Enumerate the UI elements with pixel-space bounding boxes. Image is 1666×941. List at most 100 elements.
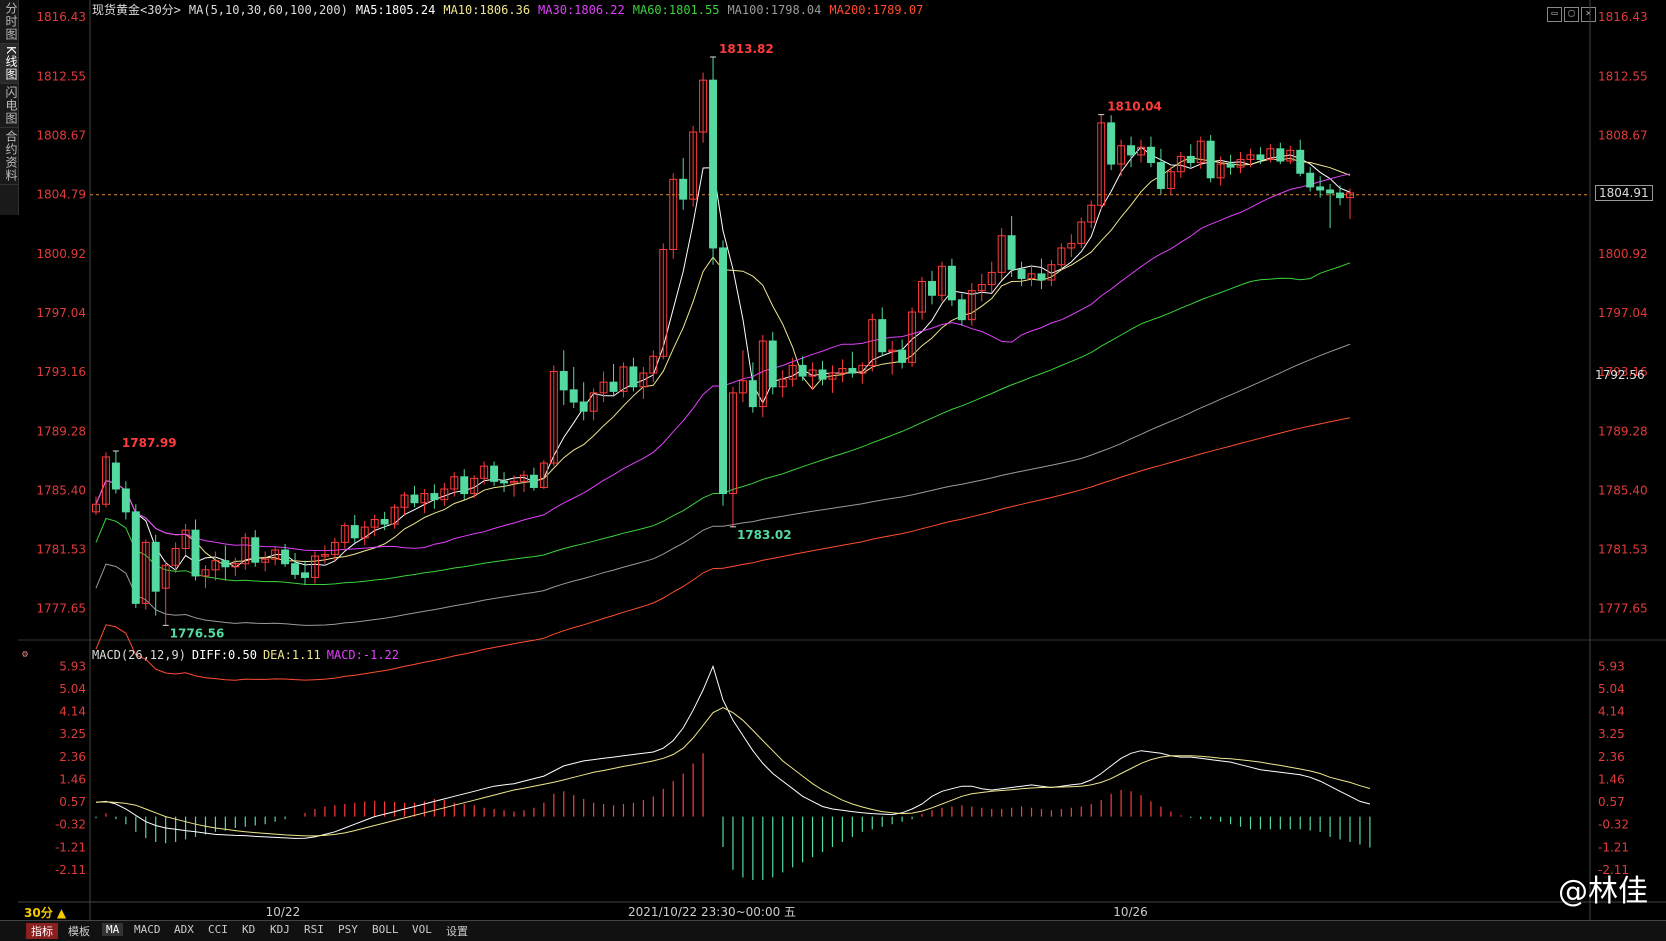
window-controls: ▭ ▢ ✕ xyxy=(1545,1,1596,22)
candle-up xyxy=(1097,122,1106,206)
tab-kd[interactable]: KD xyxy=(242,923,256,936)
candle-down xyxy=(1107,122,1116,165)
price-axis-right-label: 1800.92 xyxy=(1598,247,1648,261)
candle-up xyxy=(728,392,737,495)
tab-contract-info[interactable]: 合约资料 xyxy=(0,128,18,185)
candle-up xyxy=(1216,163,1225,179)
side-tab-bar: 分时图 K线图 闪电图 合约资料 xyxy=(0,0,19,215)
macd-axis-left-label: 5.93 xyxy=(59,659,86,673)
ma100-value: MA100:1798.04 xyxy=(727,3,822,17)
candle-down xyxy=(281,549,290,565)
candle-down xyxy=(848,367,857,374)
period-selector[interactable]: 30分 ▲ xyxy=(24,906,67,920)
candle-down xyxy=(350,525,359,539)
candle-down xyxy=(1306,172,1315,188)
tab-kline[interactable]: K线图 xyxy=(0,44,18,84)
candle-up xyxy=(1346,192,1354,199)
candle-up xyxy=(967,290,976,321)
tab-vol[interactable]: VOL xyxy=(412,923,432,936)
candle-up xyxy=(201,569,210,577)
kline-chart[interactable]: 1787.99 1776.56 1813.82 1783.02 1810.04 1816… xyxy=(0,0,1666,920)
cursor-price-label: 1792.56 xyxy=(1595,368,1645,382)
restore-icon[interactable]: ▢ xyxy=(1564,7,1579,22)
candle-up xyxy=(888,349,897,353)
annotation-high-2: 1813.82 xyxy=(719,42,774,56)
candle-up xyxy=(310,555,319,578)
candle-down xyxy=(1186,155,1195,164)
tab-tick[interactable]: 闪电图 xyxy=(0,84,18,128)
candle-up xyxy=(420,493,429,504)
ma5-value: MA5:1805.24 xyxy=(355,3,436,17)
candle-down xyxy=(1226,163,1235,168)
candle-up xyxy=(987,271,996,286)
candle-up xyxy=(141,541,150,604)
price-axis-left-label: 1777.65 xyxy=(36,602,86,616)
candle-up xyxy=(400,494,409,508)
candle-down xyxy=(1037,273,1046,281)
tab-template[interactable]: 模板 xyxy=(68,925,90,938)
candle-up xyxy=(649,355,658,374)
candle-up xyxy=(918,281,927,313)
macd-axis-right-label: -2.11 xyxy=(1598,863,1629,877)
x-axis-cursor-time: 2021/10/22 23:30~00:00 五 xyxy=(628,905,796,919)
candle-up xyxy=(738,380,747,394)
minimize-icon[interactable]: ▭ xyxy=(1547,7,1562,22)
macd-axis-left-label: 3.25 xyxy=(59,727,86,741)
candle-down xyxy=(947,265,956,301)
candle-up xyxy=(808,369,817,377)
macd-params[interactable]: MACD(26,12,9) xyxy=(92,648,186,662)
macd-axis-left-label: 0.57 xyxy=(59,795,86,809)
price-axis-left-label: 1812.55 xyxy=(36,69,86,83)
candle-up xyxy=(241,537,250,565)
tab-ma[interactable]: MA xyxy=(102,923,124,936)
candle-up xyxy=(440,488,449,501)
candle-down xyxy=(430,493,439,501)
macd-axis-left-label: 2.36 xyxy=(59,750,86,764)
candle-down xyxy=(111,462,120,490)
macd-axis-right-label: 2.36 xyxy=(1598,750,1625,764)
candle-down xyxy=(410,494,419,504)
candle-up xyxy=(171,547,180,566)
instrument-title: 现货黄金<30分> xyxy=(92,3,181,17)
candle-up xyxy=(1047,264,1056,281)
candle-down xyxy=(1146,146,1155,164)
candle-down xyxy=(460,476,469,495)
candle-up xyxy=(908,311,917,363)
dea-line xyxy=(95,707,1371,837)
candle-up xyxy=(659,248,668,357)
tab-indicator[interactable]: 指标 xyxy=(26,923,58,939)
tab-macd[interactable]: MACD xyxy=(134,923,161,936)
price-axis-left-label: 1816.43 xyxy=(36,10,86,24)
candle-up xyxy=(101,456,110,505)
tab-settings[interactable]: 设置 xyxy=(446,925,468,938)
candle-down xyxy=(1336,192,1345,199)
tab-timeshare[interactable]: 分时图 xyxy=(0,0,18,44)
ma-legend: 现货黄金<30分> MA(5,10,30,60,100,200) MA5:1805.… xyxy=(92,1,931,18)
tab-psy[interactable]: PSY xyxy=(338,923,358,936)
tab-boll[interactable]: BOLL xyxy=(372,923,399,936)
tab-kdj[interactable]: KDJ xyxy=(270,923,290,936)
ma200-value: MA200:1789.07 xyxy=(829,3,924,17)
price-axis-left-label: 1797.04 xyxy=(36,306,86,320)
macd-value: MACD:-1.22 xyxy=(326,648,399,662)
macd-axis-right-label: 0.57 xyxy=(1598,795,1625,809)
candle-up xyxy=(340,525,349,543)
candle-up xyxy=(1057,247,1066,266)
tab-adx[interactable]: ADX xyxy=(174,923,194,936)
price-axis-right-label: 1812.55 xyxy=(1598,69,1648,83)
candle-up xyxy=(330,541,339,556)
price-axis-right-label: 1793.16 xyxy=(1598,365,1648,379)
macd-settings-icon[interactable]: ⚙ xyxy=(22,649,29,660)
tab-cci[interactable]: CCI xyxy=(208,923,228,936)
candle-down xyxy=(768,340,777,388)
candle-up xyxy=(510,480,518,484)
tab-rsi[interactable]: RSI xyxy=(304,923,324,936)
candle-down xyxy=(898,349,907,363)
price-axis-right-label: 1789.28 xyxy=(1598,424,1648,438)
candle-down xyxy=(798,364,807,377)
close-icon[interactable]: ✕ xyxy=(1581,7,1596,22)
candle-down xyxy=(1156,162,1165,189)
ma-params[interactable]: MA(5,10,30,60,100,200) xyxy=(188,3,348,17)
candle-down xyxy=(1316,186,1325,191)
macd-axis-right-label: -0.32 xyxy=(1598,818,1629,832)
